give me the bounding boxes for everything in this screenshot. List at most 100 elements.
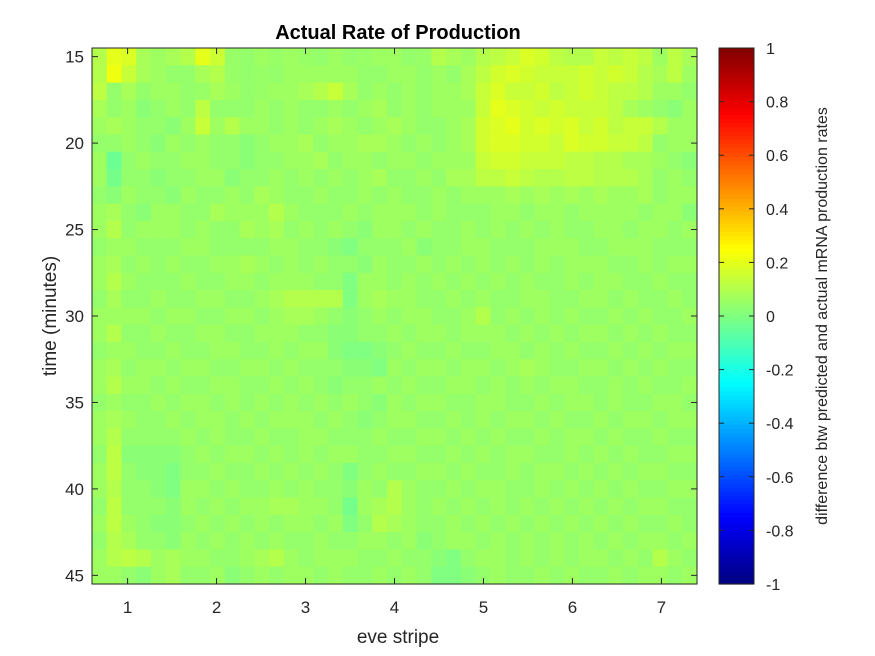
heatmap-cell bbox=[239, 376, 255, 395]
heatmap-cell bbox=[549, 272, 565, 291]
heatmap-cell bbox=[328, 462, 344, 481]
heatmap-cell bbox=[298, 428, 314, 447]
colorbar-band bbox=[719, 177, 754, 183]
heatmap-cell bbox=[106, 255, 123, 274]
heatmap-cell bbox=[593, 428, 610, 447]
colorbar-band bbox=[719, 232, 754, 238]
heatmap-cell bbox=[401, 411, 418, 429]
x-tick-label: 6 bbox=[568, 598, 577, 617]
colorbar-tick-label: 0.2 bbox=[766, 255, 788, 272]
heatmap-cell bbox=[313, 411, 329, 429]
heatmap-cell bbox=[549, 99, 565, 118]
heatmap-cell bbox=[92, 48, 108, 66]
heatmap-cell bbox=[682, 514, 698, 533]
heatmap-cell bbox=[92, 566, 108, 585]
heatmap-cell bbox=[224, 65, 241, 84]
heatmap-cell bbox=[269, 324, 285, 343]
heatmap-cell bbox=[608, 549, 624, 568]
heatmap-cell bbox=[401, 272, 418, 291]
heatmap-cell bbox=[682, 411, 698, 429]
heatmap-cell bbox=[92, 134, 108, 153]
heatmap-cell bbox=[254, 238, 270, 257]
heatmap-cell bbox=[298, 497, 314, 516]
heatmap-cell bbox=[623, 134, 639, 153]
heatmap-cell bbox=[357, 359, 373, 378]
heatmap-cell bbox=[549, 393, 565, 412]
heatmap-cell bbox=[195, 99, 211, 118]
heatmap-cell bbox=[298, 272, 314, 291]
heatmap-cell bbox=[475, 462, 492, 481]
heatmap-cell bbox=[416, 255, 432, 274]
heatmap-cell bbox=[549, 134, 565, 153]
heatmap-cell bbox=[180, 238, 196, 257]
heatmap-cell bbox=[549, 203, 565, 222]
heatmap-cell bbox=[165, 480, 182, 499]
colorbar-band bbox=[719, 403, 754, 409]
heatmap-cell bbox=[623, 566, 639, 585]
heatmap-cell bbox=[401, 255, 418, 274]
heatmap-cell bbox=[372, 238, 388, 257]
heatmap-cell bbox=[239, 117, 255, 136]
heatmap-cell bbox=[460, 203, 477, 222]
heatmap-cell bbox=[387, 186, 403, 205]
heatmap-cell bbox=[446, 376, 462, 395]
heatmap-cell bbox=[460, 324, 477, 343]
heatmap-cell bbox=[121, 99, 137, 118]
heatmap-cell bbox=[519, 480, 536, 499]
heatmap-cell bbox=[298, 566, 314, 585]
heatmap-cell bbox=[505, 117, 521, 136]
colorbar-band bbox=[719, 399, 754, 405]
heatmap-cell bbox=[92, 376, 108, 395]
heatmap-cell bbox=[387, 497, 403, 516]
colorbar-band bbox=[719, 219, 754, 225]
heatmap-cell bbox=[637, 307, 654, 326]
colorbar-band bbox=[719, 433, 754, 439]
heatmap-cell bbox=[387, 514, 403, 533]
heatmap-cell bbox=[180, 151, 196, 170]
heatmap-cell bbox=[224, 220, 241, 239]
heatmap-cell bbox=[92, 117, 108, 136]
heatmap-cell bbox=[682, 238, 698, 257]
heatmap-cell bbox=[165, 428, 182, 447]
heatmap-cell bbox=[283, 169, 300, 187]
heatmap-cell bbox=[313, 117, 329, 136]
heatmap-cell bbox=[578, 445, 595, 464]
heatmap-cell bbox=[387, 359, 403, 378]
heatmap-cell bbox=[165, 169, 182, 187]
heatmap-cell bbox=[121, 445, 137, 464]
heatmap-cell bbox=[298, 151, 314, 170]
colorbar-band bbox=[719, 282, 754, 288]
heatmap-cell bbox=[313, 324, 329, 343]
heatmap-cell bbox=[652, 238, 669, 257]
heatmap-cell bbox=[637, 290, 654, 308]
heatmap-cell bbox=[460, 445, 477, 464]
heatmap-cell bbox=[224, 151, 241, 170]
heatmap-cell bbox=[667, 134, 683, 153]
heatmap-cell bbox=[431, 290, 447, 308]
heatmap-cell bbox=[593, 186, 610, 205]
heatmap-cell bbox=[431, 566, 447, 585]
colorbar-band bbox=[719, 169, 754, 175]
heatmap-cell bbox=[534, 497, 551, 516]
heatmap-cell bbox=[667, 532, 683, 551]
heatmap-cell bbox=[106, 307, 123, 326]
heatmap-cell bbox=[210, 514, 226, 533]
heatmap-cell bbox=[446, 272, 462, 291]
heatmap-cell bbox=[372, 307, 388, 326]
heatmap-cell bbox=[564, 134, 580, 153]
heatmap-cell bbox=[210, 169, 226, 187]
heatmap-cell bbox=[534, 203, 551, 222]
heatmap-cell bbox=[475, 203, 492, 222]
heatmap-cell bbox=[239, 462, 255, 481]
heatmap-cell bbox=[682, 255, 698, 274]
heatmap-cell bbox=[416, 238, 432, 257]
colorbar-band bbox=[719, 278, 754, 284]
heatmap-cell bbox=[92, 359, 108, 378]
heatmap-cell bbox=[623, 393, 639, 412]
heatmap-cell bbox=[490, 514, 506, 533]
heatmap-cell bbox=[357, 549, 373, 568]
heatmap-cell bbox=[549, 341, 565, 360]
heatmap-cell bbox=[313, 82, 329, 101]
heatmap-cell bbox=[460, 411, 477, 429]
heatmap-cell bbox=[667, 169, 683, 187]
